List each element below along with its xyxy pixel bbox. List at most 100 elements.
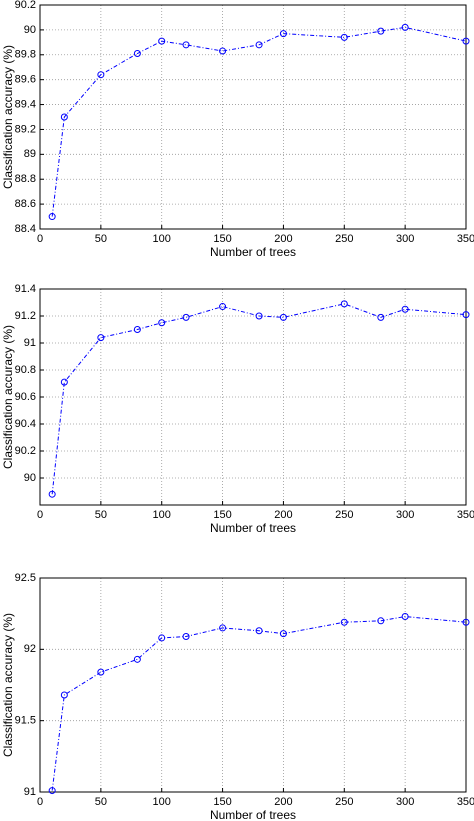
data-point xyxy=(279,30,287,38)
x-tick-label: 200 xyxy=(274,509,292,521)
y-axis-label: Classification accuracy (%) xyxy=(1,325,15,469)
data-point xyxy=(377,27,385,35)
y-tick-label: 90 xyxy=(24,472,36,484)
x-tick-label: 250 xyxy=(335,509,353,521)
data-point xyxy=(377,313,385,321)
y-axis-label: Classification accuracy (%) xyxy=(1,613,15,757)
y-tick-label: 89.6 xyxy=(15,74,36,86)
y-tick-label: 90.4 xyxy=(15,418,36,430)
x-tick-label: 250 xyxy=(335,796,353,808)
y-tick-label: 89.2 xyxy=(15,123,36,135)
y-tick-label: 91 xyxy=(24,337,36,349)
x-axis-label: Number of trees xyxy=(210,245,296,259)
data-point xyxy=(60,378,68,386)
data-point xyxy=(219,303,227,311)
x-tick-label: 100 xyxy=(153,796,171,808)
x-tick-label: 150 xyxy=(213,796,231,808)
data-point xyxy=(279,313,287,321)
y-tick-label: 89.4 xyxy=(15,98,36,110)
data-point xyxy=(219,624,227,632)
data-point xyxy=(377,617,385,625)
data-point xyxy=(97,71,105,79)
data-point xyxy=(255,312,263,320)
data-point xyxy=(158,319,166,327)
y-tick-label: 91 xyxy=(24,786,36,798)
y-tick-label: 91.4 xyxy=(15,283,36,295)
x-tick-label: 0 xyxy=(37,233,43,245)
plot-frame xyxy=(39,4,467,230)
data-point xyxy=(462,37,470,45)
y-tick-label: 88.4 xyxy=(15,223,36,235)
plot-frame xyxy=(39,577,467,793)
x-tick-label: 350 xyxy=(457,509,474,521)
y-tick-label: 89 xyxy=(24,148,36,160)
data-point xyxy=(462,618,470,626)
x-axis-label: Number of trees xyxy=(210,808,296,821)
data-point xyxy=(401,305,409,313)
y-tick-label: 88.8 xyxy=(15,173,36,185)
x-tick-label: 50 xyxy=(95,796,107,808)
data-point xyxy=(97,668,105,676)
data-point xyxy=(48,490,56,498)
x-tick-label: 350 xyxy=(457,233,474,245)
x-tick-label: 100 xyxy=(153,233,171,245)
y-tick-label: 89.8 xyxy=(15,49,36,61)
y-tick-label: 91.2 xyxy=(15,310,36,322)
data-point xyxy=(48,787,56,795)
data-point xyxy=(133,326,141,333)
data-point xyxy=(158,634,166,642)
y-tick-label: 90 xyxy=(24,24,36,36)
data-point xyxy=(182,632,190,640)
x-tick-label: 300 xyxy=(396,233,414,245)
y-tick-label: 92.5 xyxy=(15,572,36,584)
y-tick-label: 92 xyxy=(24,643,36,655)
data-point xyxy=(133,655,141,663)
plot-area xyxy=(40,578,466,792)
data-point xyxy=(219,47,227,55)
data-point xyxy=(182,41,190,49)
x-tick-label: 100 xyxy=(153,509,171,521)
data-point xyxy=(340,33,348,41)
data-point xyxy=(48,213,56,221)
data-line xyxy=(51,303,467,495)
plot-frame xyxy=(39,288,467,506)
x-tick-label: 300 xyxy=(396,509,414,521)
x-tick-label: 150 xyxy=(213,233,231,245)
x-tick-label: 150 xyxy=(213,509,231,521)
data-point xyxy=(97,334,105,342)
data-point xyxy=(279,630,287,638)
y-tick-label: 88.6 xyxy=(15,198,36,210)
x-tick-label: 50 xyxy=(95,509,107,521)
data-point xyxy=(462,311,470,319)
data-line xyxy=(51,26,467,217)
data-point xyxy=(401,613,409,621)
data-point xyxy=(133,50,141,58)
y-axis-label: Classification accuracy (%) xyxy=(1,45,15,189)
x-tick-label: 350 xyxy=(457,796,474,808)
data-point xyxy=(60,113,68,121)
data-point xyxy=(401,23,409,31)
x-tick-label: 300 xyxy=(396,796,414,808)
data-point xyxy=(255,627,263,635)
x-tick-label: 0 xyxy=(37,509,43,521)
x-axis-label: Number of trees xyxy=(210,521,296,535)
data-point xyxy=(340,300,348,308)
plot-area xyxy=(40,5,466,229)
data-point xyxy=(340,618,348,626)
data-point xyxy=(60,691,68,699)
data-line xyxy=(51,616,467,791)
data-point xyxy=(158,37,166,45)
y-tick-label: 91.5 xyxy=(15,715,36,727)
x-tick-label: 250 xyxy=(335,233,353,245)
y-tick-label: 90.6 xyxy=(15,391,36,403)
x-tick-label: 200 xyxy=(274,233,292,245)
data-point xyxy=(255,41,263,49)
y-tick-label: 90.8 xyxy=(15,364,36,376)
y-tick-label: 90.2 xyxy=(15,445,36,457)
data-point xyxy=(182,313,190,321)
y-tick-label: 90.2 xyxy=(15,0,36,11)
x-tick-label: 200 xyxy=(274,796,292,808)
x-tick-label: 50 xyxy=(95,233,107,245)
